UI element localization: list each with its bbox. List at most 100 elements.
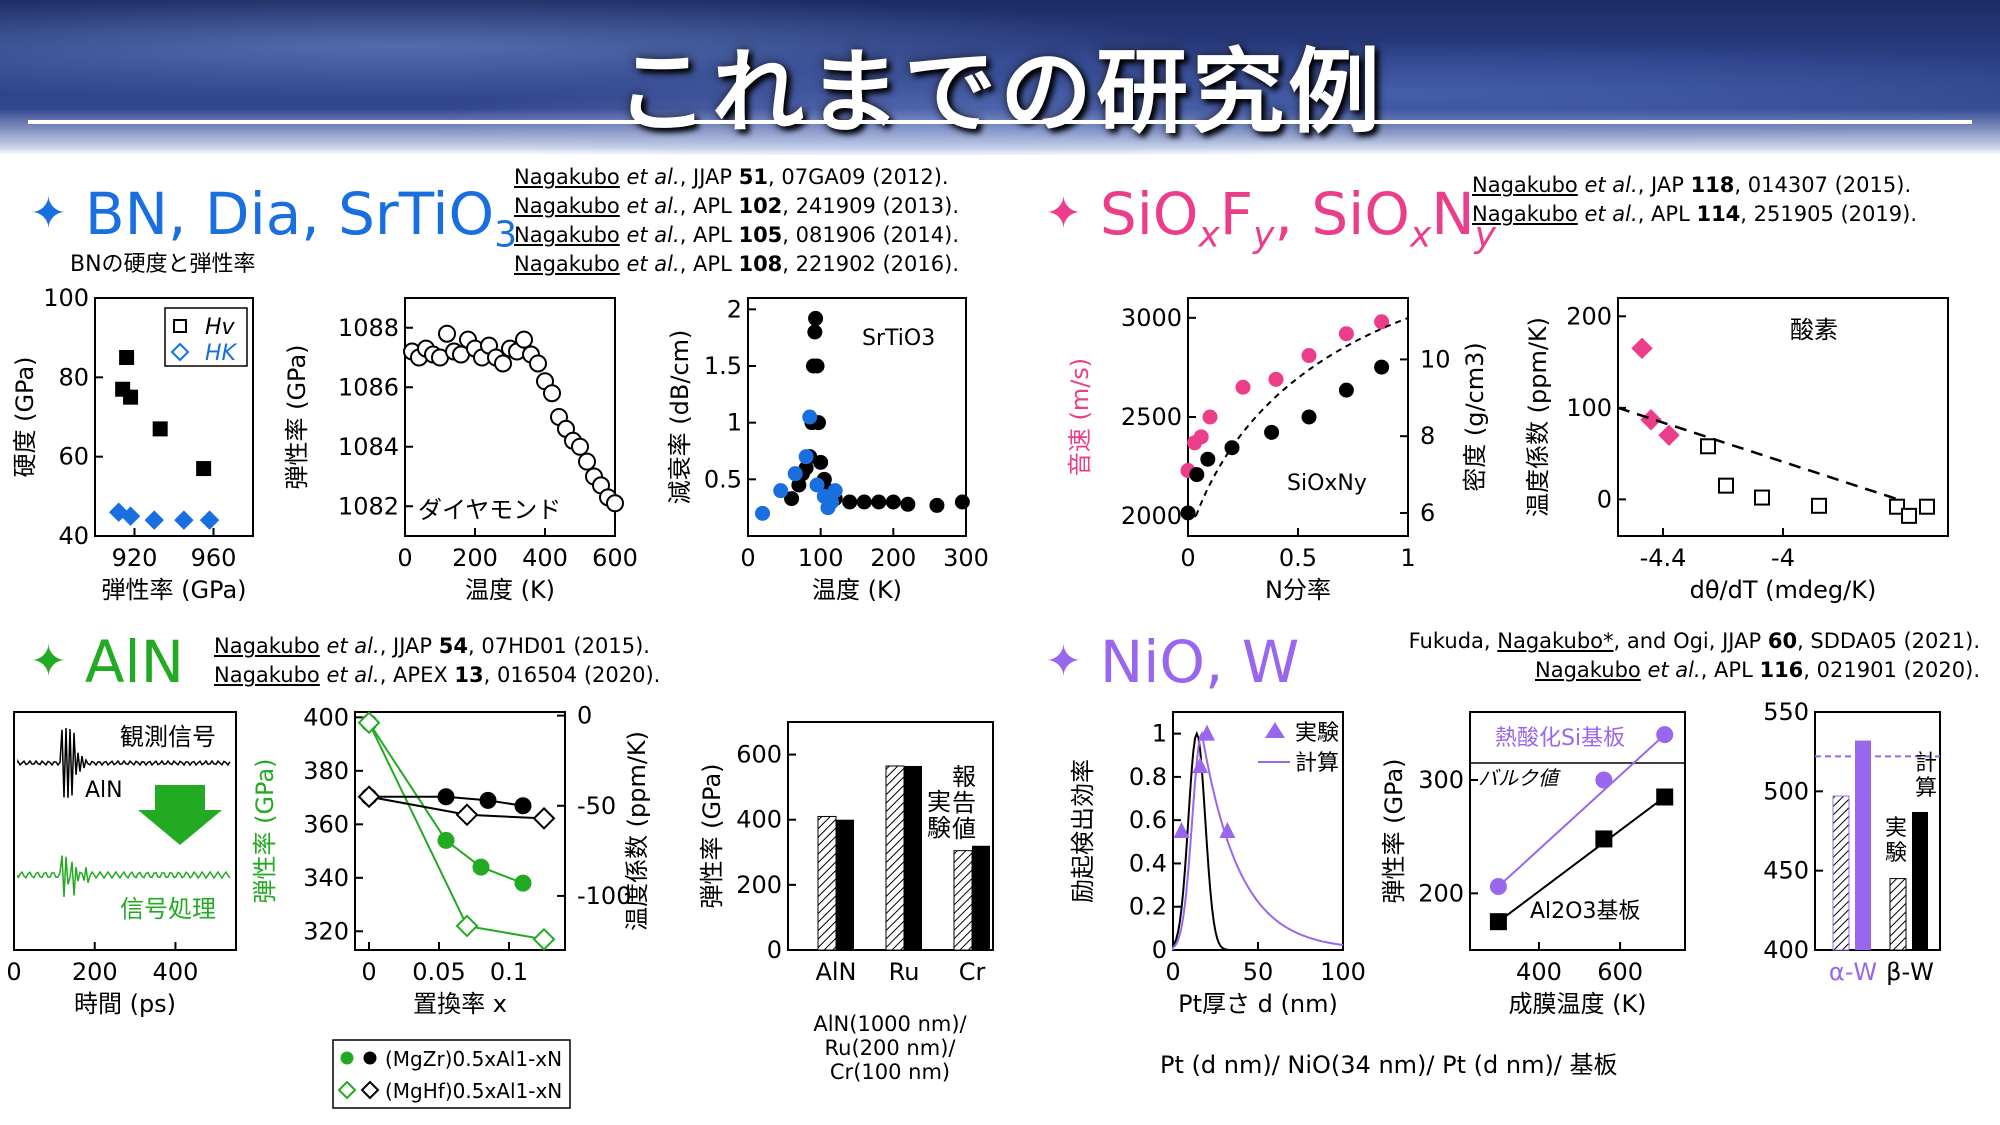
y-tick-label: 0.8 — [1129, 763, 1167, 791]
trend-line — [1195, 317, 1409, 517]
data-point — [357, 785, 381, 809]
data-point — [871, 494, 887, 510]
data-point — [1180, 505, 1196, 521]
data-point — [1374, 314, 1390, 330]
data-point — [1595, 830, 1613, 848]
series-line — [368, 722, 524, 885]
data-point — [802, 409, 818, 425]
chart-annotation: バルク値 — [1478, 766, 1561, 790]
x-axis-label: 成膜温度 (K) — [1508, 990, 1646, 1018]
x-tick-label: 200 — [72, 958, 118, 986]
data-point — [1811, 497, 1827, 514]
y-tick-label: 0 — [1152, 936, 1167, 964]
bar-experiment — [1889, 878, 1907, 951]
y-tick-label: 2500 — [1121, 403, 1182, 431]
x-axis-label: 温度 (K) — [812, 576, 902, 604]
plot-frame — [1814, 711, 1941, 951]
star-icon: ✦ — [1045, 188, 1082, 239]
chart-annotation: Al2O3基板 — [1530, 899, 1640, 924]
reference-author: Nagakubo — [1535, 658, 1641, 682]
y-tick-label: 400 — [736, 806, 782, 834]
reference-line: Fukuda, Nagakubo*, and Ogi, JJAP 60, SDD… — [1408, 629, 1980, 653]
x-tick-label: 400 — [153, 958, 199, 986]
y-tick-label: 2000 — [1121, 502, 1182, 530]
reference-author: Nagakubo — [214, 634, 320, 658]
data-point — [1489, 913, 1507, 931]
data-point — [472, 858, 490, 876]
data-point — [773, 483, 789, 499]
data-point — [809, 477, 825, 493]
y2-tick-label: 8 — [1420, 422, 1435, 450]
chart-annotation: 熱酸化Si基板 — [1495, 726, 1625, 751]
y-tick-label: 0.5 — [704, 465, 742, 493]
plot-frame — [1469, 711, 1686, 951]
chart-annotation: 値 — [952, 815, 976, 843]
chart-annotation: AlN — [85, 778, 123, 803]
data-point — [543, 384, 561, 403]
references-aln: Nagakubo et al., JJAP 54, 07HD01 (2015).… — [214, 632, 660, 690]
x-tick-label: 1 — [1400, 544, 1415, 572]
data-point — [1754, 489, 1770, 506]
data-point — [455, 914, 479, 938]
sample-line: Cr(100 nm) — [829, 1060, 951, 1084]
bar-experiment — [953, 850, 973, 951]
title-banner — [0, 0, 2000, 155]
y-tick-label: 340 — [303, 864, 349, 892]
x-tick-label: 300 — [943, 544, 989, 572]
y-tick-label: 60 — [58, 443, 89, 471]
y-tick-label: 1 — [727, 409, 742, 437]
bar-calculated — [1912, 811, 1928, 950]
y2-tick-label: 0 — [577, 702, 592, 730]
y-tick-label: 1.5 — [704, 352, 742, 380]
y-tick-label: 100 — [1566, 394, 1612, 422]
data-point — [196, 461, 212, 477]
data-point — [1656, 788, 1674, 806]
bar-calculated — [1855, 740, 1871, 950]
chart-annotation: 信号処理 — [120, 895, 216, 923]
y-tick-label: 0 — [767, 936, 782, 964]
x-tick-label: 600 — [1597, 958, 1643, 986]
x-tick-label: 0.1 — [490, 958, 528, 986]
page-title: これまでの研究例 — [615, 39, 1384, 146]
y2-tick-label: 6 — [1420, 499, 1435, 527]
x-axis-label: 置換率 x — [413, 990, 507, 1018]
data-point — [1656, 726, 1674, 744]
x-tick-label: -4 — [1771, 544, 1795, 572]
reference-author: Nagakubo — [514, 223, 620, 247]
section-heading-siof: ✦ SiOxFy, SiOxNy — [1045, 180, 1496, 256]
data-point — [437, 788, 455, 806]
x-tick-label: 200 — [452, 544, 498, 572]
x-tick-label: Cr — [959, 958, 986, 986]
bar-experiment — [885, 765, 905, 951]
x-tick-label: Ru — [889, 958, 920, 986]
data-point — [856, 494, 872, 510]
star-icon: ✦ — [1045, 636, 1082, 687]
x-tick-label: 100 — [1320, 958, 1366, 986]
plot-frame — [13, 711, 237, 951]
data-point — [954, 494, 970, 510]
data-point — [337, 1080, 357, 1100]
section-heading-aln: ✦ AlN — [30, 628, 184, 696]
reference-line: Nagakubo et al., JJAP 54, 07HD01 (2015). — [214, 634, 650, 658]
x-tick-label: 960 — [191, 544, 237, 572]
legend-label: 実験 — [1295, 721, 1339, 746]
y-tick-label: 1082 — [338, 492, 399, 520]
data-point — [340, 1051, 354, 1065]
x-tick-label: 0 — [6, 958, 21, 986]
data-point — [1901, 507, 1917, 524]
data-point — [1718, 477, 1734, 494]
arrow-down-icon — [138, 785, 222, 845]
sample-line: AlN(1000 nm)/ — [813, 1012, 967, 1036]
plot-frame — [747, 297, 967, 537]
x-tick-label: α-W — [1829, 958, 1877, 986]
reference-line: Nagakubo et al., APL 105, 081906 (2014). — [514, 223, 959, 247]
x-tick-label: 100 — [798, 544, 844, 572]
data-point — [174, 510, 194, 530]
y-axis-label: 励起検出効率 — [1069, 759, 1097, 903]
data-point — [532, 806, 556, 830]
chart-annotation: 実 — [1885, 816, 1907, 841]
x-tick-label: -4.4 — [1640, 544, 1687, 572]
reference-author: Nagakubo — [514, 252, 620, 276]
data-point — [1700, 438, 1716, 455]
data-point — [1489, 878, 1507, 896]
